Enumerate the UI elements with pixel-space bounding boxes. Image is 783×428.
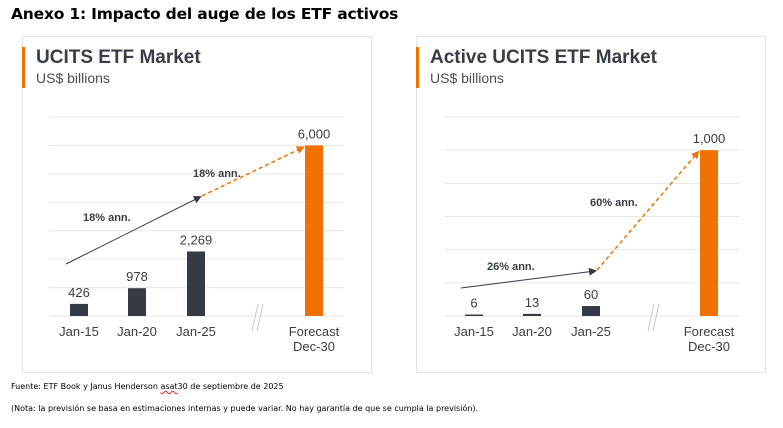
data-label: 13	[525, 295, 539, 310]
data-label: 426	[68, 285, 90, 300]
data-label: 60	[584, 287, 598, 302]
source-text: Fuente: ETF Book y Janus Henderson	[11, 382, 161, 391]
bar	[523, 313, 541, 316]
bar	[70, 303, 88, 316]
note-footnote: (Nota: la previsión se basa en estimacio…	[11, 404, 479, 413]
data-label: 6	[470, 296, 477, 311]
data-label: 2,269	[180, 232, 213, 247]
chart-subtitle: US$ billions	[430, 70, 504, 86]
growth-arrow-forecast	[201, 146, 305, 197]
data-label: 1,000	[693, 131, 726, 146]
x-tick-label: Jan-25	[571, 324, 611, 339]
x-tick-label: Jan-15	[454, 324, 494, 339]
x-tick-label: Dec-30	[688, 339, 730, 354]
axis-break-mark	[652, 303, 660, 332]
axis-break-mark	[647, 303, 655, 332]
growth-annotation: 60% ann.	[590, 197, 638, 209]
chart-title: UCITS ETF Market	[36, 47, 201, 68]
axis-break-mark	[251, 303, 259, 332]
bar	[582, 306, 600, 316]
x-tick-label: Forecast	[684, 324, 735, 339]
x-tick-label: Jan-20	[512, 324, 552, 339]
chart-title: Active UCITS ETF Market	[430, 47, 657, 68]
growth-arrow-historical	[460, 267, 597, 289]
bar	[465, 314, 483, 316]
growth-arrow-historical	[65, 196, 202, 265]
growth-annotation: 18% ann.	[193, 168, 241, 180]
bar	[700, 150, 718, 316]
x-tick-label: Forecast	[289, 324, 340, 339]
ucits-etf-market-panel: UCITS ETF Market US$ billions 426 Jan-15 9…	[22, 36, 372, 373]
axis-break-mark	[256, 303, 264, 332]
x-tick-label: Dec-30	[293, 339, 335, 354]
source-footnote: Fuente: ETF Book y Janus Henderson asat3…	[11, 382, 284, 391]
exhibit-heading: Anexo 1: Impacto del auge de los ETF act…	[11, 5, 399, 23]
active-ucits-etf-market-panel: Active UCITS ETF Market US$ billions 6 Ja…	[416, 36, 766, 373]
x-tick-label: Jan-15	[59, 324, 99, 339]
bar	[305, 145, 323, 316]
x-tick-label: Jan-25	[176, 324, 216, 339]
x-tick-label: Jan-20	[117, 324, 157, 339]
accent-bar	[22, 47, 25, 88]
growth-annotation: 26% ann.	[487, 261, 535, 273]
spellcheck-word: asat	[160, 382, 178, 391]
growth-arrow-forecast	[596, 150, 700, 271]
data-label: 6,000	[298, 126, 331, 141]
bar	[187, 251, 205, 316]
chart-subtitle: US$ billions	[36, 70, 110, 86]
ucits-etf-chart: 426 Jan-15 978 Jan-20 2,269 Jan-25 6,000 Foreca…	[49, 116, 344, 354]
source-date: 30 de septiembre de 2025	[177, 382, 284, 391]
bar	[128, 288, 146, 316]
accent-bar	[416, 47, 419, 88]
active-ucits-etf-chart: 6 Jan-15 13 Jan-20 60 Jan-25 1,000 ForecastDec-…	[445, 116, 739, 354]
data-label: 978	[126, 269, 148, 284]
growth-annotation: 18% ann.	[83, 212, 131, 224]
